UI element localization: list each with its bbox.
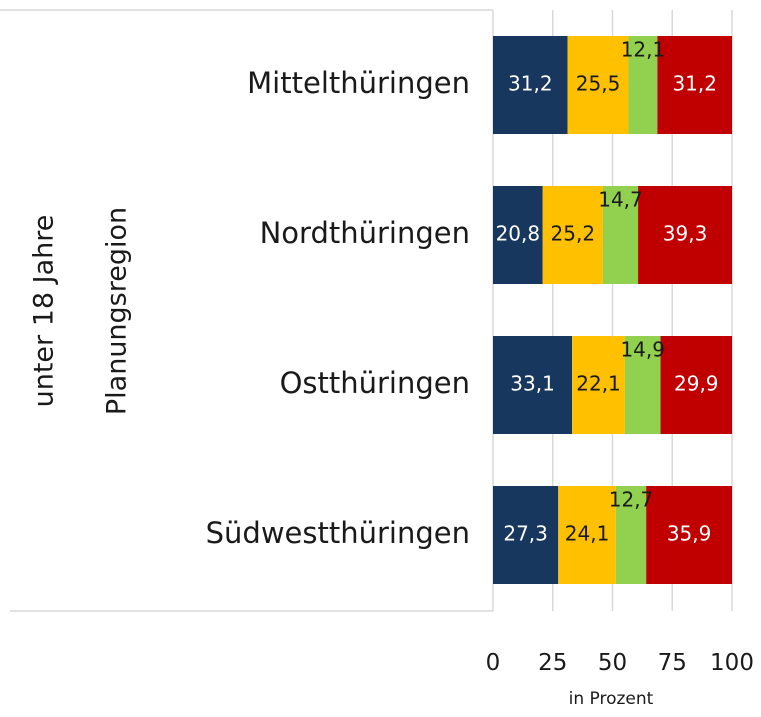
bar-segment	[628, 36, 658, 134]
bar-segment	[567, 36, 629, 134]
region-label: Mittelthüringen	[247, 66, 470, 100]
data-label: 14,9	[620, 338, 665, 362]
data-labels: 31,2 25,512,131,220,8 25,214,739,333,1 22,1…	[496, 38, 719, 546]
bar-segment	[615, 486, 647, 584]
data-label: 12,1	[621, 38, 666, 62]
region-label: Südwestthüringen	[206, 516, 470, 550]
data-label: 25,2	[551, 222, 596, 246]
x-tick-label: 100	[710, 650, 754, 676]
group-label: unter 18 Jahre	[29, 215, 60, 408]
data-label: 25,5	[576, 72, 621, 96]
x-axis-title: in Prozent	[569, 689, 654, 709]
data-label: 31,2	[672, 72, 717, 96]
x-tick-label: 50	[598, 650, 627, 676]
x-tick-label: 75	[658, 650, 687, 676]
data-label: 27,3	[503, 522, 548, 546]
region-label: Ostthüringen	[280, 366, 470, 400]
bar-segment	[493, 486, 559, 584]
bar-segment	[646, 486, 732, 584]
bar-segment	[493, 36, 568, 134]
data-label: 24,1	[565, 522, 610, 546]
bar-segment	[624, 336, 661, 434]
x-tick-labels: 0 25 50 75 100	[486, 650, 754, 676]
category-axis-title: Planungsregion	[102, 207, 133, 415]
data-label: 31,2	[508, 72, 553, 96]
category-labels: Mittelthüringen Nordthüringen Ostthüringen…	[206, 66, 470, 550]
x-tick-label: 25	[538, 650, 567, 676]
data-label: 22,1	[576, 372, 621, 396]
bar-segment	[660, 336, 732, 434]
data-label: 35,9	[667, 522, 712, 546]
bar-segment	[657, 36, 732, 134]
bar-segment	[638, 186, 732, 284]
data-label: 12,7	[609, 488, 654, 512]
data-label: 39,3	[663, 222, 708, 246]
bars	[493, 36, 732, 584]
data-label: 14,7	[598, 188, 643, 212]
bar-segment	[572, 336, 625, 434]
x-tick-label: 0	[486, 650, 501, 676]
bar-segment	[493, 186, 543, 284]
bar-segment	[558, 486, 616, 584]
bar-segment	[602, 186, 639, 284]
bar-segment	[493, 336, 573, 434]
data-label: 20,8	[496, 222, 541, 246]
bar-segment	[542, 186, 603, 284]
data-label: 33,1	[510, 372, 555, 396]
region-label: Nordthüringen	[260, 216, 470, 250]
data-label: 29,9	[674, 372, 719, 396]
